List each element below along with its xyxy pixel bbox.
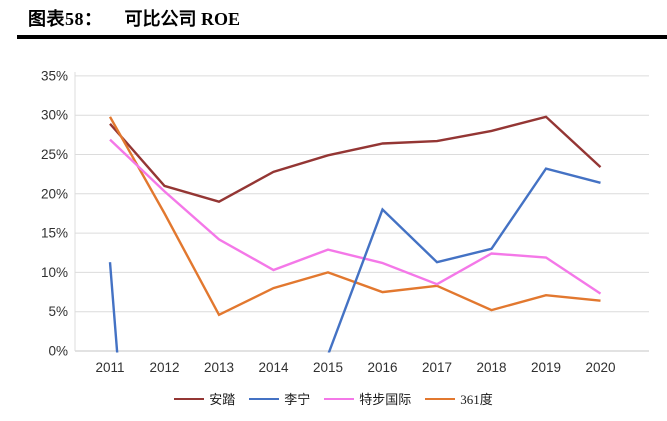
x-tick-label: 2015 [313,360,343,375]
figure-header: 图表58： 可比公司 ROE [28,5,240,31]
x-tick-label: 2016 [367,360,397,375]
legend-label: 李宁 [284,392,311,407]
x-tick-label: 2018 [476,360,506,375]
legend-swatch-line [174,397,205,400]
y-tick-label: 35% [41,68,68,83]
y-tick-label: 20% [41,186,68,201]
figure-title: 可比公司 ROE [124,9,241,29]
header-divider-rule [17,35,667,39]
legend-swatch-line [249,397,280,400]
legend-swatch-line [425,397,456,400]
y-tick-label: 0% [48,344,68,359]
legend-item: 特步国际 [324,389,411,408]
legend-item: 李宁 [249,389,310,408]
legend-label: 361度 [460,392,493,407]
figure-number-label: 图表58： [28,9,103,29]
legend-item: 安踏 [174,389,235,408]
legend-label: 特步国际 [359,392,412,407]
x-tick-label: 2020 [585,360,615,375]
legend-swatch-line [324,397,355,400]
x-tick-label: 2013 [204,360,234,375]
chart-legend: 安踏 李宁 特步国际 361度 [0,389,667,408]
y-tick-label: 15% [41,226,68,241]
series-line-特步国际 [109,138,602,295]
y-tick-label: 5% [48,304,68,319]
legend-item: 361度 [425,389,493,408]
series-line-李宁 [108,167,601,353]
y-tick-label: 10% [41,265,68,280]
x-tick-label: 2019 [531,360,561,375]
y-tick-label: 30% [41,108,68,123]
x-tick-label: 2012 [149,360,179,375]
x-tick-label: 2014 [258,360,289,375]
series-line-安踏 [109,115,602,203]
x-tick-label: 2011 [95,360,124,375]
x-tick-label: 2017 [422,360,452,375]
legend-label: 安踏 [209,392,236,407]
y-tick-label: 25% [41,147,68,162]
